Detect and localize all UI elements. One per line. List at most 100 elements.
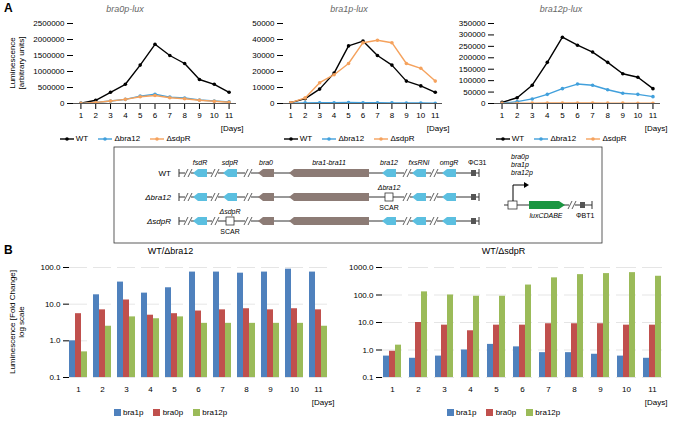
- svg-text:300000: 300000: [459, 30, 486, 39]
- svg-text:350000: 350000: [459, 19, 486, 28]
- svg-text:10.0: 10.0: [45, 300, 61, 309]
- svg-text:fsdR: fsdR: [193, 159, 207, 166]
- svg-text:3: 3: [317, 111, 322, 120]
- svg-text:7: 7: [168, 111, 173, 120]
- svg-text:5: 5: [494, 385, 499, 394]
- svg-text:1.0: 1.0: [49, 336, 61, 345]
- svg-text:Δbra12: Δbra12: [377, 184, 401, 191]
- svg-text:9: 9: [197, 111, 202, 120]
- svg-text:[Days]: [Days]: [645, 124, 668, 133]
- svg-text:0: 0: [270, 99, 275, 108]
- svg-text:10: 10: [210, 111, 219, 120]
- svg-text:10: 10: [622, 385, 631, 394]
- svg-text:bra12p: bra12p: [511, 169, 533, 177]
- svg-text:9: 9: [404, 111, 409, 120]
- svg-text:[Days]: [Days]: [312, 398, 335, 407]
- svg-text:2: 2: [94, 111, 99, 120]
- svg-text:luxCDABE: luxCDABE: [529, 212, 562, 219]
- svg-text:0.1: 0.1: [362, 373, 374, 382]
- svg-text:fxsRNI: fxsRNI: [409, 159, 430, 166]
- svg-text:0: 0: [481, 99, 486, 108]
- svg-text:50000: 50000: [252, 19, 275, 28]
- svg-text:200000: 200000: [459, 53, 486, 62]
- svg-text:1: 1: [76, 385, 81, 394]
- svg-text:6: 6: [361, 111, 366, 120]
- svg-text:150000: 150000: [459, 65, 486, 74]
- svg-text:Luminescence [Fold Change]log: Luminescence [Fold Change]log scale: [8, 270, 26, 374]
- svg-text:2: 2: [303, 111, 308, 120]
- svg-text:250000: 250000: [459, 42, 486, 51]
- svg-text:6: 6: [196, 385, 201, 394]
- svg-text:7: 7: [220, 385, 225, 394]
- svg-text:5: 5: [172, 385, 177, 394]
- svg-text:ΦBT1: ΦBT1: [576, 212, 595, 219]
- svg-text:ΦC31: ΦC31: [468, 159, 487, 166]
- svg-text:ΔsdpR: ΔsdpR: [146, 217, 171, 226]
- svg-text:10000: 10000: [252, 83, 275, 92]
- svg-text:3: 3: [108, 111, 113, 120]
- svg-text:1: 1: [390, 385, 395, 394]
- svg-text:sdpR: sdpR: [222, 159, 238, 167]
- svg-text:1000.0: 1000.0: [349, 263, 374, 272]
- svg-text:Luminescence[arbitrary units]: Luminescence[arbitrary units]: [8, 37, 26, 90]
- svg-text:0: 0: [60, 99, 65, 108]
- svg-text:[Days]: [Days]: [221, 124, 244, 133]
- svg-text:4: 4: [332, 111, 337, 120]
- svg-text:30000: 30000: [252, 51, 275, 60]
- svg-text:bra1-bra11: bra1-bra11: [312, 159, 346, 166]
- svg-text:3: 3: [442, 385, 447, 394]
- svg-text:3: 3: [530, 111, 535, 120]
- svg-text:2500000: 2500000: [33, 19, 65, 28]
- svg-text:8: 8: [390, 111, 395, 120]
- svg-text:1: 1: [500, 111, 505, 120]
- svg-text:100.0: 100.0: [40, 263, 61, 272]
- svg-text:8: 8: [244, 385, 249, 394]
- svg-text:1000000: 1000000: [33, 67, 65, 76]
- svg-text:bra12: bra12: [380, 159, 398, 166]
- svg-text:1: 1: [289, 111, 294, 120]
- svg-text:1: 1: [79, 111, 84, 120]
- svg-text:bra0: bra0: [259, 159, 273, 166]
- svg-text:5: 5: [560, 111, 565, 120]
- svg-text:bra0p: bra0p: [511, 153, 529, 161]
- svg-text:11: 11: [225, 111, 234, 120]
- svg-text:11: 11: [314, 385, 323, 394]
- svg-text:8: 8: [605, 111, 610, 120]
- svg-text:6: 6: [520, 385, 525, 394]
- svg-text:1500000: 1500000: [33, 51, 65, 60]
- svg-text:Δbra12: Δbra12: [144, 193, 171, 202]
- svg-text:4: 4: [545, 111, 550, 120]
- svg-text:5: 5: [138, 111, 143, 120]
- svg-text:100.0: 100.0: [353, 291, 374, 300]
- svg-text:1.0: 1.0: [362, 346, 374, 355]
- svg-text:20000: 20000: [252, 67, 275, 76]
- svg-text:40000: 40000: [252, 35, 275, 44]
- svg-text:8: 8: [182, 111, 187, 120]
- svg-text:9: 9: [598, 385, 603, 394]
- svg-text:100000: 100000: [459, 76, 486, 85]
- svg-text:4: 4: [123, 111, 128, 120]
- svg-text:[Days]: [Days]: [645, 398, 668, 407]
- svg-text:2000000: 2000000: [33, 35, 65, 44]
- svg-text:9: 9: [268, 385, 273, 394]
- svg-text:7: 7: [375, 111, 380, 120]
- svg-text:7: 7: [590, 111, 595, 120]
- svg-text:7: 7: [546, 385, 551, 394]
- svg-text:11: 11: [648, 385, 657, 394]
- svg-text:6: 6: [575, 111, 580, 120]
- svg-text:0.1: 0.1: [49, 373, 61, 382]
- svg-text:SCAR: SCAR: [379, 204, 398, 211]
- svg-text:2: 2: [416, 385, 421, 394]
- svg-text:11: 11: [649, 111, 658, 120]
- svg-text:10.0: 10.0: [358, 318, 374, 327]
- svg-text:bra1p: bra1p: [511, 161, 529, 169]
- svg-text:ΔsdpR: ΔsdpR: [218, 208, 240, 216]
- svg-text:omgR: omgR: [440, 159, 459, 167]
- svg-text:500000: 500000: [38, 83, 65, 92]
- svg-text:4: 4: [148, 385, 153, 394]
- svg-text:11: 11: [431, 111, 440, 120]
- svg-text:50000: 50000: [463, 88, 486, 97]
- svg-text:10: 10: [416, 111, 425, 120]
- svg-text:8: 8: [572, 385, 577, 394]
- svg-text:6: 6: [153, 111, 158, 120]
